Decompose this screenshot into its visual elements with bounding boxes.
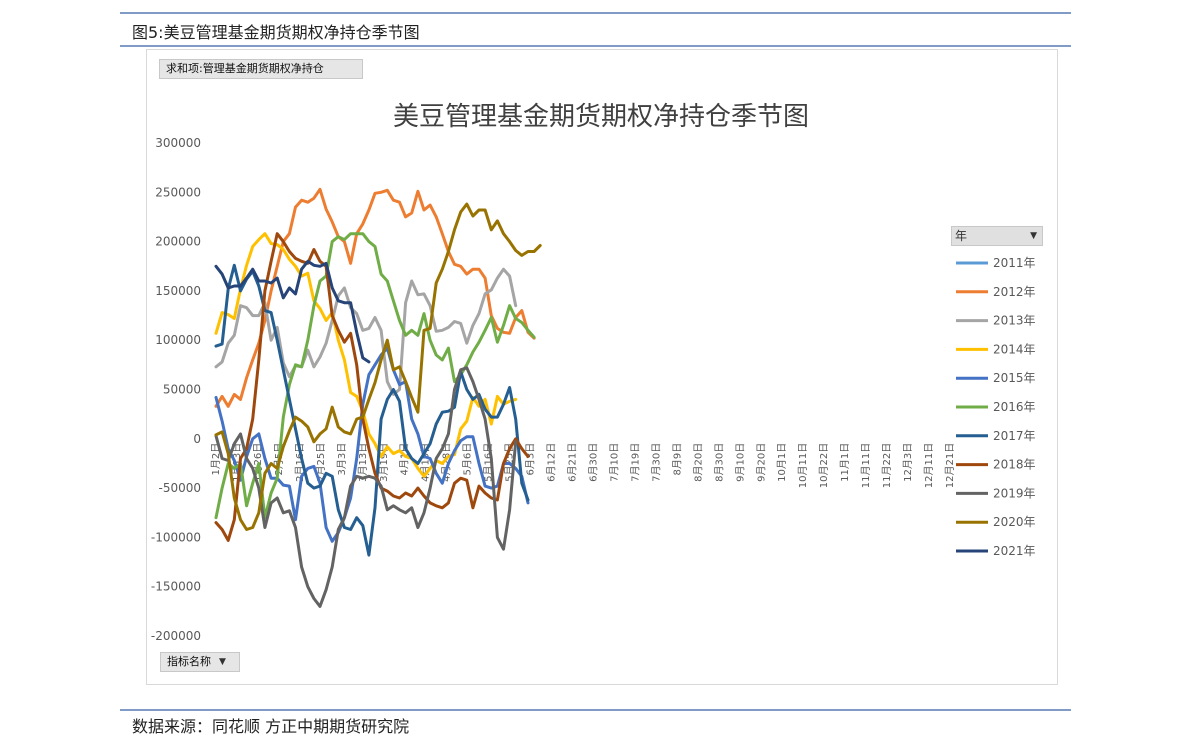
caption-rule bbox=[120, 45, 1071, 47]
x-tick-label: 11月1日 bbox=[839, 443, 851, 482]
y-tick-label: 100000 bbox=[155, 333, 201, 347]
pivot-field-label: 求和项:管理基金期货期权净持仓 bbox=[166, 62, 324, 75]
chevron-down-icon: ▼ bbox=[1030, 231, 1037, 241]
legend-label: 2015年 bbox=[993, 371, 1036, 385]
legend-label: 2020年 bbox=[993, 515, 1036, 529]
x-tick-label: 6月3日 bbox=[525, 443, 537, 476]
series-line bbox=[214, 366, 518, 608]
chevron-down-icon: ▼ bbox=[219, 657, 226, 667]
y-tick-label: -100000 bbox=[151, 530, 201, 544]
series-line bbox=[214, 263, 530, 557]
legend-label: 2018年 bbox=[993, 458, 1036, 472]
figure-caption: 图5:美豆管理基金期货期权净持仓季节图 bbox=[132, 23, 420, 42]
y-tick-label: -50000 bbox=[158, 481, 201, 495]
series-line bbox=[214, 232, 518, 478]
legend-field-button[interactable]: 年 ▼ bbox=[951, 226, 1043, 246]
x-tick-label: 6月30日 bbox=[587, 443, 599, 482]
x-tick-label: 3月13日 bbox=[357, 443, 369, 482]
x-tick-label: 7月19日 bbox=[629, 443, 641, 482]
y-tick-label: 0 bbox=[193, 432, 201, 446]
series-line bbox=[214, 187, 536, 408]
y-tick-label: 50000 bbox=[163, 383, 201, 397]
legend-label: 2019年 bbox=[993, 486, 1036, 500]
bottom-rule bbox=[120, 709, 1071, 711]
x-tick-label: 10月22日 bbox=[818, 443, 830, 488]
legend-label: 2013年 bbox=[993, 314, 1036, 328]
x-tick-label: 9月10日 bbox=[734, 443, 746, 482]
legend-label: 2016年 bbox=[993, 400, 1036, 414]
source-note: 数据来源：同花顺 方正中期期货研究院 bbox=[132, 717, 410, 736]
chart-title: 美豆管理基金期货期权净持仓季节图 bbox=[393, 102, 809, 132]
x-tick-label: 12月11日 bbox=[923, 443, 935, 488]
x-tick-label: 10月11日 bbox=[797, 443, 809, 488]
series-line bbox=[214, 259, 371, 364]
axis-field-label: 指标名称 bbox=[167, 655, 211, 668]
x-tick-label: 8月20日 bbox=[692, 443, 704, 482]
x-tick-label: 7月10日 bbox=[608, 443, 620, 482]
legend-label: 2011年 bbox=[993, 256, 1036, 270]
axis-field-button[interactable]: 指标名称 ▼ bbox=[160, 652, 240, 672]
x-tick-label: 2月16日 bbox=[294, 443, 306, 482]
x-tick-label: 10月1日 bbox=[776, 443, 788, 482]
x-tick-label: 11月11日 bbox=[860, 443, 872, 488]
y-tick-label: 200000 bbox=[155, 235, 201, 249]
legend-label: 2017年 bbox=[993, 429, 1036, 443]
series-line bbox=[214, 202, 542, 531]
series-lines bbox=[214, 187, 542, 608]
y-tick-label: 150000 bbox=[155, 284, 201, 298]
x-tick-label: 12月21日 bbox=[944, 443, 956, 488]
x-tick-label: 3月3日 bbox=[336, 443, 348, 476]
x-tick-label: 8月9日 bbox=[671, 443, 683, 476]
top-rule bbox=[120, 12, 1071, 14]
x-tick-label: 5月6日 bbox=[462, 443, 474, 476]
legend-label: 2021年 bbox=[993, 544, 1036, 558]
y-axis: 300000 250000 200000 150000 100000 50000 0 -500… bbox=[151, 136, 201, 643]
y-tick-label: 250000 bbox=[155, 185, 201, 199]
x-tick-label: 7月30日 bbox=[650, 443, 662, 482]
x-tick-label: 6月12日 bbox=[546, 443, 558, 482]
pivot-field-button[interactable]: 求和项:管理基金期货期权净持仓 bbox=[159, 59, 363, 79]
y-tick-label: -150000 bbox=[151, 580, 201, 594]
legend: 2011年 2012年 2013年 2014年 2015年 2016年 2017年 2018年… bbox=[956, 256, 1036, 558]
x-tick-label: 2月25日 bbox=[315, 443, 327, 482]
x-tick-label: 4月28日 bbox=[441, 443, 453, 482]
x-tick-label: 8月30日 bbox=[713, 443, 725, 482]
legend-field-label: 年 bbox=[955, 229, 968, 243]
x-tick-label: 6月21日 bbox=[567, 443, 579, 482]
x-tick-label: 11月22日 bbox=[881, 443, 893, 488]
x-tick-label: 9月20日 bbox=[755, 443, 767, 482]
legend-label: 2014年 bbox=[993, 342, 1036, 356]
x-tick-label: 12月3日 bbox=[902, 443, 914, 482]
series-line bbox=[214, 232, 530, 542]
y-tick-label: 300000 bbox=[155, 136, 201, 150]
series-line bbox=[214, 232, 536, 520]
legend-label: 2012年 bbox=[993, 285, 1036, 299]
y-tick-label: -200000 bbox=[151, 629, 201, 643]
